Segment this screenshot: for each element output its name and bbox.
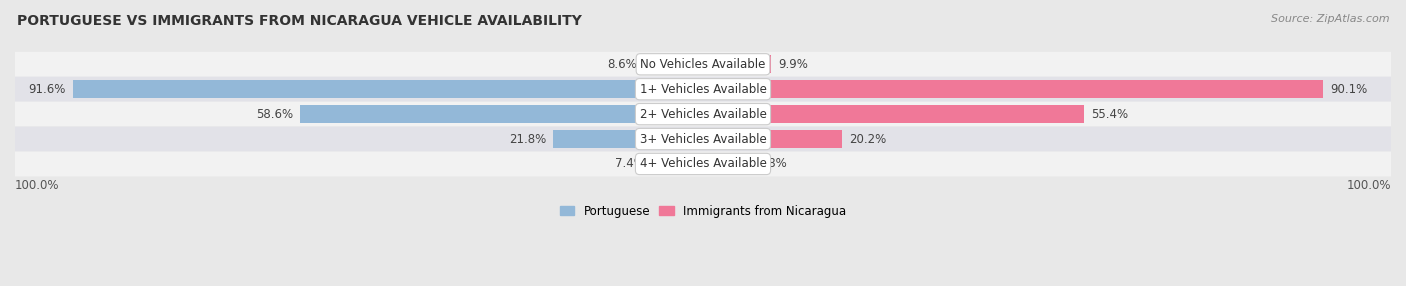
Bar — [703, 55, 770, 73]
Text: 20.2%: 20.2% — [849, 132, 886, 146]
Bar — [299, 105, 703, 123]
Text: 58.6%: 58.6% — [256, 108, 292, 121]
Text: 1+ Vehicles Available: 1+ Vehicles Available — [640, 83, 766, 96]
Bar — [703, 155, 749, 173]
Text: 4+ Vehicles Available: 4+ Vehicles Available — [640, 158, 766, 170]
Text: 7.4%: 7.4% — [616, 158, 645, 170]
Bar — [703, 105, 1084, 123]
Text: 2+ Vehicles Available: 2+ Vehicles Available — [640, 108, 766, 121]
FancyBboxPatch shape — [15, 152, 1391, 176]
Bar — [553, 130, 703, 148]
Text: 9.9%: 9.9% — [778, 58, 808, 71]
Text: Source: ZipAtlas.com: Source: ZipAtlas.com — [1271, 14, 1389, 24]
FancyBboxPatch shape — [15, 77, 1391, 102]
Bar — [703, 80, 1323, 98]
FancyBboxPatch shape — [15, 127, 1391, 152]
Bar — [73, 80, 703, 98]
FancyBboxPatch shape — [15, 52, 1391, 77]
Bar — [644, 55, 703, 73]
Text: 90.1%: 90.1% — [1330, 83, 1367, 96]
Text: 21.8%: 21.8% — [509, 132, 546, 146]
Text: 6.8%: 6.8% — [756, 158, 786, 170]
Legend: Portuguese, Immigrants from Nicaragua: Portuguese, Immigrants from Nicaragua — [555, 200, 851, 222]
Text: 8.6%: 8.6% — [607, 58, 637, 71]
Text: 91.6%: 91.6% — [28, 83, 66, 96]
Bar — [703, 130, 842, 148]
Bar — [652, 155, 703, 173]
Text: PORTUGUESE VS IMMIGRANTS FROM NICARAGUA VEHICLE AVAILABILITY: PORTUGUESE VS IMMIGRANTS FROM NICARAGUA … — [17, 14, 582, 28]
Text: No Vehicles Available: No Vehicles Available — [640, 58, 766, 71]
Text: 100.0%: 100.0% — [15, 179, 59, 192]
FancyBboxPatch shape — [15, 102, 1391, 127]
Text: 100.0%: 100.0% — [1347, 179, 1391, 192]
Text: 55.4%: 55.4% — [1091, 108, 1128, 121]
Text: 3+ Vehicles Available: 3+ Vehicles Available — [640, 132, 766, 146]
